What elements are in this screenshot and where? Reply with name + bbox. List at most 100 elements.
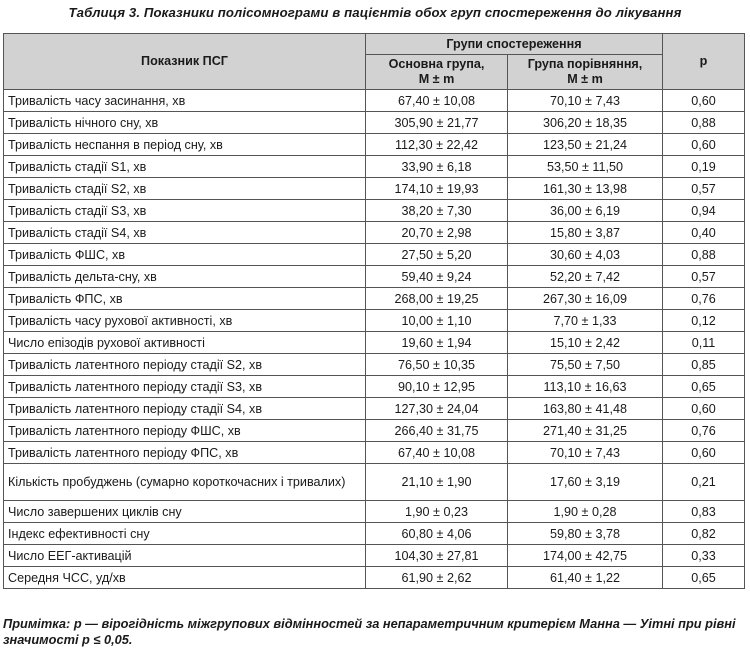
table-row: Тривалість латентного періоду ФШС, хв 266… <box>3 419 745 442</box>
row-main-group-value: 33,90 ± 6,18 <box>365 155 508 178</box>
header-main-group-label: Основна група, <box>388 57 485 71</box>
row-comparison-group-value: 52,20 ± 7,42 <box>507 265 663 288</box>
row-indicator-name: Тривалість нічного сну, хв <box>3 111 366 134</box>
row-indicator-name: Тривалість стадії S3, хв <box>3 199 366 222</box>
row-p-value: 0,76 <box>662 419 745 442</box>
row-main-group-value: 20,70 ± 2,98 <box>365 221 508 244</box>
row-main-group-value: 90,10 ± 12,95 <box>365 375 508 398</box>
row-indicator-name: Число завершених циклів сну <box>3 500 366 523</box>
row-main-group-value: 112,30 ± 22,42 <box>365 133 508 156</box>
row-main-group-value: 104,30 ± 27,81 <box>365 544 508 567</box>
header-indicator: Показник ПСГ <box>3 33 366 90</box>
table-row: Тривалість латентного періоду стадії S2,… <box>3 353 745 376</box>
row-comparison-group-value: 113,10 ± 16,63 <box>507 375 663 398</box>
row-p-value: 0,82 <box>662 522 745 545</box>
row-p-value: 0,33 <box>662 544 745 567</box>
row-main-group-value: 38,20 ± 7,30 <box>365 199 508 222</box>
table-header: Показник ПСГ Групи спостереження p Основ… <box>3 33 745 90</box>
row-main-group-value: 76,50 ± 10,35 <box>365 353 508 376</box>
table-body: Тривалість часу засинання, хв 67,40 ± 10,… <box>3 89 745 589</box>
table-row: Число епізодів рухової активності 19,60 ±… <box>3 331 745 354</box>
row-comparison-group-value: 17,60 ± 3,19 <box>507 463 663 501</box>
header-main-group-sub: M ± m <box>418 72 455 86</box>
row-comparison-group-value: 15,80 ± 3,87 <box>507 221 663 244</box>
table-row: Тривалість стадії S1, хв 33,90 ± 6,18 53,5… <box>3 155 745 178</box>
table-row: Тривалість стадії S2, хв 174,10 ± 19,93 16… <box>3 177 745 200</box>
row-p-value: 0,76 <box>662 287 745 310</box>
row-main-group-value: 19,60 ± 1,94 <box>365 331 508 354</box>
table-row: Тривалість латентного періоду стадії S4,… <box>3 397 745 420</box>
row-main-group-value: 305,90 ± 21,77 <box>365 111 508 134</box>
row-indicator-name: Тривалість латентного періоду стадії S3,… <box>3 375 366 398</box>
row-main-group-value: 268,00 ± 19,25 <box>365 287 508 310</box>
table-row: Число ЕЕГ-активацій 104,30 ± 27,81 174,00 … <box>3 544 745 567</box>
row-comparison-group-value: 30,60 ± 4,03 <box>507 243 663 266</box>
header-comparison-group-label: Група порівняння, <box>527 57 643 71</box>
row-indicator-name: Тривалість ФШС, хв <box>3 243 366 266</box>
row-p-value: 0,60 <box>662 133 745 156</box>
row-p-value: 0,94 <box>662 199 745 222</box>
row-main-group-value: 27,50 ± 5,20 <box>365 243 508 266</box>
row-indicator-name: Тривалість неспання в період сну, хв <box>3 133 366 156</box>
table-row: Тривалість дельта-сну, хв 59,40 ± 9,24 52,… <box>3 265 745 288</box>
table-row: Тривалість стадії S3, хв 38,20 ± 7,30 36,0… <box>3 199 745 222</box>
header-comparison-group-sub: M ± m <box>567 72 603 86</box>
table-row: Тривалість нічного сну, хв 305,90 ± 21,77… <box>3 111 745 134</box>
row-p-value: 0,88 <box>662 243 745 266</box>
psg-table: Показник ПСГ Групи спостереження p Основ… <box>3 33 745 589</box>
row-p-value: 0,65 <box>662 566 745 589</box>
row-p-value: 0,85 <box>662 353 745 376</box>
table-row: Тривалість стадії S4, хв 20,70 ± 2,98 15,8… <box>3 221 745 244</box>
table-row: Тривалість латентного періоду стадії S3,… <box>3 375 745 398</box>
table-row: Тривалість часу рухової активності, хв 10… <box>3 309 745 332</box>
row-p-value: 0,57 <box>662 265 745 288</box>
row-p-value: 0,88 <box>662 111 745 134</box>
row-p-value: 0,60 <box>662 441 745 464</box>
table-caption: Таблиця 3. Показники полісомнограми в па… <box>68 5 682 20</box>
row-indicator-name: Середня ЧСС, уд/хв <box>3 566 366 589</box>
row-indicator-name: Тривалість стадії S1, хв <box>3 155 366 178</box>
row-p-value: 0,57 <box>662 177 745 200</box>
row-main-group-value: 127,30 ± 24,04 <box>365 397 508 420</box>
row-main-group-value: 10,00 ± 1,10 <box>365 309 508 332</box>
row-comparison-group-value: 15,10 ± 2,42 <box>507 331 663 354</box>
row-comparison-group-value: 1,90 ± 0,28 <box>507 500 663 523</box>
row-main-group-value: 61,90 ± 2,62 <box>365 566 508 589</box>
row-comparison-group-value: 61,40 ± 1,22 <box>507 566 663 589</box>
row-indicator-name: Тривалість часу засинання, хв <box>3 89 366 112</box>
row-indicator-name: Тривалість ФПС, хв <box>3 287 366 310</box>
row-indicator-name: Тривалість стадії S2, хв <box>3 177 366 200</box>
header-main-group: Основна група, M ± m <box>365 54 508 90</box>
row-main-group-value: 67,40 ± 10,08 <box>365 89 508 112</box>
row-p-value: 0,40 <box>662 221 745 244</box>
row-comparison-group-value: 123,50 ± 21,24 <box>507 133 663 156</box>
row-p-value: 0,19 <box>662 155 745 178</box>
table-row: Тривалість неспання в період сну, хв 112,… <box>3 133 745 156</box>
row-indicator-name: Число ЕЕГ-активацій <box>3 544 366 567</box>
row-p-value: 0,11 <box>662 331 745 354</box>
row-p-value: 0,60 <box>662 397 745 420</box>
row-comparison-group-value: 59,80 ± 3,78 <box>507 522 663 545</box>
row-indicator-name: Тривалість часу рухової активності, хв <box>3 309 366 332</box>
row-main-group-value: 266,40 ± 31,75 <box>365 419 508 442</box>
row-comparison-group-value: 70,10 ± 7,43 <box>507 441 663 464</box>
row-indicator-name: Тривалість латентного періоду стадії S4,… <box>3 397 366 420</box>
header-p: p <box>662 33 745 90</box>
table-row: Тривалість часу засинання, хв 67,40 ± 10,… <box>3 89 745 112</box>
header-groups: Групи спостереження <box>365 33 663 55</box>
row-indicator-name: Тривалість латентного періоду стадії S2,… <box>3 353 366 376</box>
row-main-group-value: 174,10 ± 19,93 <box>365 177 508 200</box>
row-comparison-group-value: 7,70 ± 1,33 <box>507 309 663 332</box>
row-indicator-name: Число епізодів рухової активності <box>3 331 366 354</box>
table-row: Тривалість ФПС, хв 268,00 ± 19,25 267,30 ±… <box>3 287 745 310</box>
row-main-group-value: 59,40 ± 9,24 <box>365 265 508 288</box>
table-row: Індекс ефективності сну 60,80 ± 4,06 59,80… <box>3 522 745 545</box>
row-comparison-group-value: 36,00 ± 6,19 <box>507 199 663 222</box>
row-main-group-value: 67,40 ± 10,08 <box>365 441 508 464</box>
row-indicator-name: Кількість пробуджень (сумарно короткочас… <box>3 463 366 501</box>
row-comparison-group-value: 306,20 ± 18,35 <box>507 111 663 134</box>
row-indicator-name: Тривалість латентного періоду ФПС, хв <box>3 441 366 464</box>
row-comparison-group-value: 163,80 ± 41,48 <box>507 397 663 420</box>
row-comparison-group-value: 267,30 ± 16,09 <box>507 287 663 310</box>
